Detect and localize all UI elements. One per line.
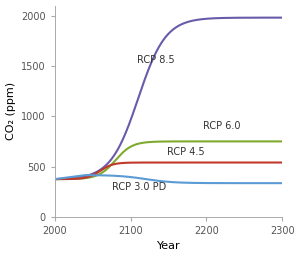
Text: RCP 3.0 PD: RCP 3.0 PD xyxy=(112,182,166,192)
Text: RCP 4.5: RCP 4.5 xyxy=(167,148,205,158)
X-axis label: Year: Year xyxy=(157,241,180,251)
Text: RCP 6.0: RCP 6.0 xyxy=(202,121,240,131)
Y-axis label: CO₂ (ppm): CO₂ (ppm) xyxy=(6,82,16,140)
Text: RCP 8.5: RCP 8.5 xyxy=(136,55,174,65)
